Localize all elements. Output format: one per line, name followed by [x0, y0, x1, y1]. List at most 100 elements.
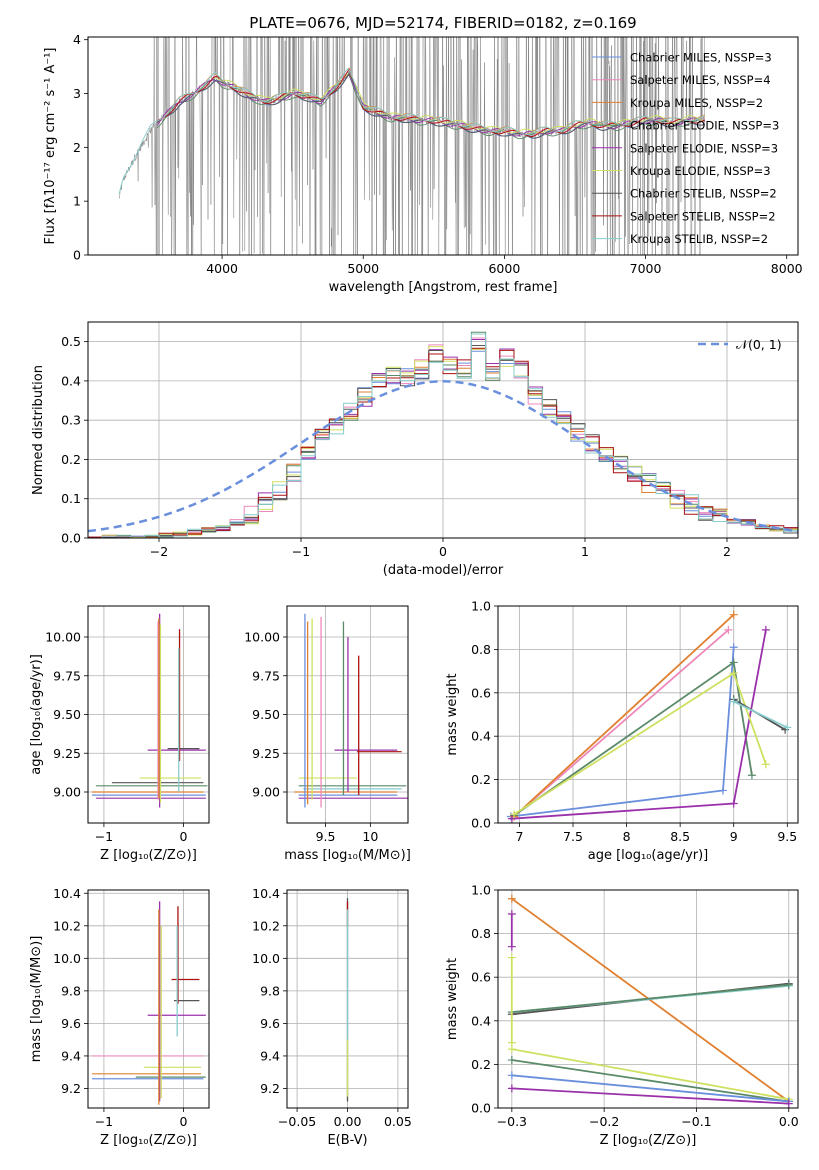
weight-point-marker — [507, 1056, 516, 1065]
mass-vs-Z-xtick-label: −1 — [95, 1114, 113, 1129]
weight-vs-Z-xtick-label: 0.0 — [779, 1114, 799, 1129]
age-vs-Z-grid — [88, 606, 209, 823]
weight-series-line — [733, 700, 788, 729]
mass-vs-Z-ytick-label: 9.8 — [61, 983, 81, 998]
weight-vs-Z-ytick-label: 0.2 — [471, 1057, 491, 1072]
legend-entry: Chabrier MILES, NSSP=3 — [630, 51, 772, 65]
mass-vs-Z-ytick-label: 10.2 — [53, 918, 81, 933]
weight-point-marker — [729, 697, 738, 706]
spectrum-model-line — [118, 68, 704, 195]
residuals-xtick-label: −2 — [150, 544, 168, 559]
weight-series-line — [513, 629, 729, 818]
residuals-xtick-label: 1 — [581, 544, 589, 559]
mass-vs-ebv-xtick-label: 0.00 — [334, 1114, 362, 1129]
weight-vs-Z-axes: −0.3 −0.2 −0.1 0.0 0.0 0.2 0.4 0.6 0.8 1.0 Z [log₁… — [445, 883, 799, 1149]
age-vs-Z-ylabel: age [log₁₀(age/yr)] — [29, 654, 44, 775]
residuals-ytick-label: 0.2 — [61, 452, 81, 467]
spectrum-ytick-label: 0 — [73, 248, 81, 263]
weight-vs-age-xtick-label: 8.5 — [670, 829, 690, 844]
age-vs-Z-ytick-label: 9.75 — [53, 668, 81, 683]
age-vs-Z-xtick-label: −1 — [95, 829, 113, 844]
age-vs-Z-ytick-label: 9.25 — [53, 746, 81, 761]
residuals-panel: −2 −1 0 1 2 0.0 0.1 0.2 0.3 0.4 0.5 (data-model)/er… — [31, 321, 799, 578]
mass-vs-ebv-ytick-label: 9.6 — [260, 1016, 280, 1031]
weight-vs-Z-xtick-label: −0.3 — [497, 1114, 527, 1129]
weight-vs-Z-ytick-label: 0.8 — [471, 926, 491, 941]
mass-vs-Z-xtick-label: 0 — [180, 1114, 188, 1129]
legend-entry: Salpeter STELIB, NSSP=2 — [630, 209, 776, 223]
mass-vs-ebv-ytick-label: 10.0 — [252, 951, 280, 966]
weight-series-line — [511, 1059, 789, 1103]
spectrum-model-line — [214, 73, 704, 134]
age-vs-mass-ytick-label: 9.50 — [252, 707, 280, 722]
weight-vs-age-axes: 7 7.5 8 8.5 9 9.5 0.0 0.2 0.4 0.6 0.8 1.0 age [log₁₀… — [445, 599, 799, 863]
age-vs-Z-xlabel: Z [log₁₀(Z/Z⊙)] — [100, 848, 197, 863]
age-vs-mass-ytick-label: 10.00 — [244, 630, 280, 645]
age-vs-Z-axes: −1 0 9.00 9.25 9.50 9.75 10.00 Z [log₁₀(Z/Z⊙)] a… — [29, 605, 210, 863]
residuals-ytick-label: 0.0 — [61, 531, 81, 546]
weight-point-marker — [783, 723, 792, 732]
spectrum-legend: Chabrier MILES, NSSP=3 Salpeter MILES, NS… — [592, 51, 779, 246]
weight-series-line — [511, 897, 790, 1103]
spectrum-ytick-label: 1 — [73, 194, 81, 209]
residuals-ytick-label: 0.3 — [61, 413, 81, 428]
age-vs-mass-ytick-label: 9.00 — [252, 785, 280, 800]
mass-vs-ebv-ytick-label: 9.4 — [260, 1048, 280, 1063]
weight-vs-Z-xtick-label: −0.2 — [589, 1114, 619, 1129]
legend-entry: Chabrier ELODIE, NSSP=3 — [630, 119, 779, 133]
legend-entry: Kroupa ELODIE, NSSP=3 — [630, 164, 771, 178]
residuals-ytick-label: 0.4 — [61, 373, 81, 388]
spectrum-model-line — [156, 73, 706, 137]
spectrum-xtick-label: 8000 — [771, 261, 803, 276]
legend-entry: Kroupa MILES, NSSP=2 — [630, 96, 763, 110]
age-vs-Z-ytick-label: 10.00 — [45, 630, 81, 645]
spectrum-frame — [87, 36, 799, 256]
weight-vs-Z-plot-area — [507, 894, 793, 1108]
legend-entry: Chabrier STELIB, NSSP=2 — [630, 187, 777, 201]
weight-series-line — [511, 1087, 789, 1105]
mass-vs-Z-ytick-label: 10.4 — [53, 886, 81, 901]
weight-series-line — [511, 1074, 789, 1103]
weight-point-marker — [784, 980, 793, 989]
weight-point-marker — [729, 658, 738, 667]
figure-title: PLATE=0676, MJD=52174, FIBERID=0182, z=0… — [249, 14, 636, 32]
spectrum-panel: 4000 5000 6000 7000 8000 0 1 2 3 4 wavelength [Ang… — [43, 32, 803, 295]
weight-vs-Z-ytick-label: 0.0 — [471, 1101, 491, 1116]
weight-vs-age-ytick-label: 0.6 — [471, 685, 491, 700]
age-vs-mass-ytick-label: 9.25 — [252, 746, 280, 761]
mass-vs-Z-grid — [88, 890, 209, 1108]
mass-vs-ebv-axes: −0.05 0.00 0.05 9.2 9.4 9.6 9.8 10.0 10.2 10.4 E(B… — [252, 886, 412, 1148]
weight-point-marker — [784, 1099, 793, 1108]
age-vs-Z-panel: −1 0 9.00 9.25 9.50 9.75 10.00 Z [log₁₀(Z/Z⊙)] a… — [29, 605, 210, 863]
weight-vs-age-grid — [498, 605, 798, 824]
spectrum-xtick-label: 7000 — [630, 261, 662, 276]
residuals-xtick-label: 2 — [723, 544, 731, 559]
age-vs-mass-plot-area — [294, 613, 408, 808]
spectrum-model-line — [156, 68, 706, 137]
mass-vs-ebv-xlabel: E(B-V) — [327, 1133, 367, 1148]
spectrum-plot-area — [118, 37, 706, 255]
histogram-step — [88, 333, 798, 538]
age-vs-mass-xtick-label: 10 — [362, 829, 378, 844]
mass-vs-Z-ytick-label: 10.0 — [53, 951, 81, 966]
mass-vs-Z-plot-area — [91, 901, 206, 1105]
spectrum-ytick-label: 2 — [73, 140, 81, 155]
spectrum-xtick-label: 4000 — [206, 261, 238, 276]
weight-vs-age-xtick-label: 9.5 — [777, 829, 797, 844]
gaussian-curve — [88, 380, 798, 533]
weight-vs-Z-panel: −0.3 −0.2 −0.1 0.0 0.0 0.2 0.4 0.6 0.8 1.0 Z [log₁… — [445, 883, 799, 1149]
weight-series-line — [513, 614, 735, 818]
age-vs-Z-ytick-label: 9.00 — [53, 785, 81, 800]
spectrum-ytick-label: 4 — [73, 32, 81, 47]
mass-vs-Z-xlabel: Z [log₁₀(Z/Z⊙)] — [100, 1133, 197, 1148]
mass-vs-ebv-ytick-label: 9.8 — [260, 983, 280, 998]
weight-vs-age-plot-area — [506, 610, 792, 823]
mass-vs-ebv-panel: −0.05 0.00 0.05 9.2 9.4 9.6 9.8 10.0 10.2 10.4 E(B… — [252, 886, 412, 1148]
weight-series-line — [511, 983, 789, 1013]
age-vs-Z-xtick-label: 0 — [180, 829, 188, 844]
weight-vs-age-xtick-label: 8 — [623, 829, 631, 844]
age-vs-mass-panel: 9.5 10 9.00 9.25 9.50 9.75 10.00 mass [log₁₀(M/… — [244, 605, 411, 863]
weight-vs-age-xtick-label: 9 — [730, 829, 738, 844]
spectrum-ylabel: Flux [fλ10⁻¹⁷ erg cm⁻² s⁻¹ A⁻¹] — [43, 48, 58, 245]
